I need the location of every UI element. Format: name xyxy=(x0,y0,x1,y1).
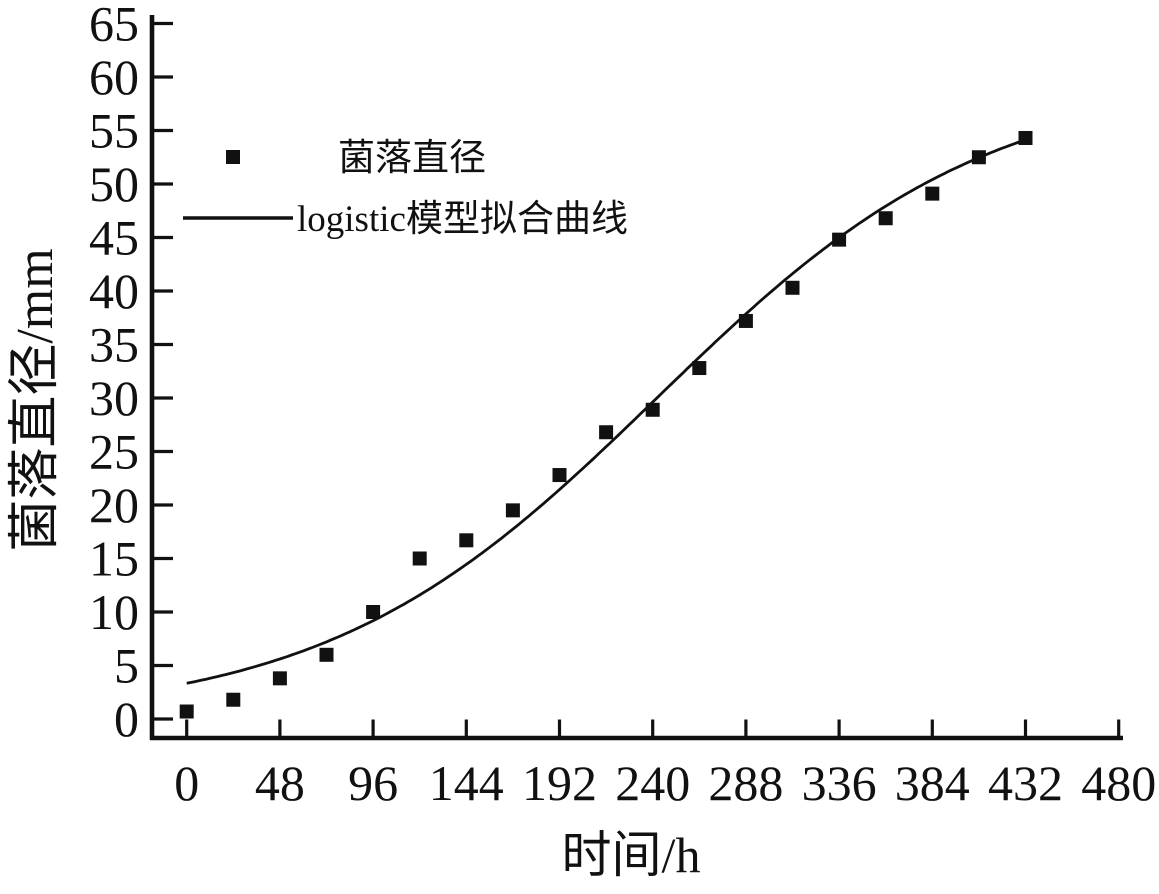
data-point xyxy=(366,605,381,619)
x-tick-label: 336 xyxy=(802,755,877,811)
y-tick-label: 0 xyxy=(114,691,139,747)
data-point xyxy=(645,402,660,417)
legend-item-fit: logistic模型拟合曲线 xyxy=(183,198,628,240)
legend-item-diameter: 菌落直径 xyxy=(226,137,486,179)
legend-square-marker-icon xyxy=(226,150,240,164)
x-tick-label: 240 xyxy=(615,755,690,811)
y-tick-label: 35 xyxy=(89,317,139,373)
y-tick-label: 15 xyxy=(89,531,139,587)
x-axis-ticks: 0 48 96 144 192 240 288 336 384 432 480 xyxy=(174,719,1156,811)
x-tick-label: 0 xyxy=(174,755,199,811)
x-tick-label: 288 xyxy=(708,755,783,811)
y-tick-label: 50 xyxy=(89,156,139,212)
y-tick-label: 60 xyxy=(89,49,139,105)
y-tick-label: 10 xyxy=(89,584,139,640)
y-tick-label: 25 xyxy=(89,424,139,480)
data-point xyxy=(1018,130,1033,145)
data-point xyxy=(599,425,614,440)
x-tick-label: 480 xyxy=(1081,755,1156,811)
data-point xyxy=(878,211,893,226)
data-point xyxy=(319,647,334,662)
data-point xyxy=(552,468,567,483)
fit-curve-line xyxy=(186,137,1030,685)
data-point xyxy=(505,503,520,518)
y-tick-label: 65 xyxy=(89,0,139,52)
data-point xyxy=(832,232,847,247)
y-tick-label: 5 xyxy=(114,638,139,694)
x-tick-label: 192 xyxy=(522,755,597,811)
scatter-points xyxy=(179,130,1033,719)
data-point xyxy=(179,704,194,719)
legend-label-diameter: 菌落直径 xyxy=(338,137,486,179)
x-tick-label: 432 xyxy=(988,755,1063,811)
y-tick-label: 55 xyxy=(89,103,139,159)
legend-label-fit: logistic模型拟合曲线 xyxy=(297,198,628,240)
data-point xyxy=(226,692,241,707)
data-point xyxy=(692,361,707,376)
data-point xyxy=(459,533,474,548)
data-point xyxy=(738,313,753,328)
x-tick-label: 48 xyxy=(255,755,305,811)
y-tick-label: 40 xyxy=(89,263,139,319)
legend: 菌落直径 logistic模型拟合曲线 xyxy=(183,137,628,240)
y-tick-label: 45 xyxy=(89,210,139,266)
data-point xyxy=(785,280,800,295)
fit-curve xyxy=(186,137,1030,685)
y-tick-label: 20 xyxy=(89,477,139,533)
data-point xyxy=(925,186,940,201)
x-tick-label: 144 xyxy=(429,755,504,811)
y-axis-title: 菌落直径/mm xyxy=(7,248,64,551)
x-tick-label: 96 xyxy=(348,755,398,811)
x-axis-title: 时间/h xyxy=(562,827,701,883)
y-tick-label: 30 xyxy=(89,370,139,426)
data-point xyxy=(412,551,427,566)
data-point xyxy=(272,671,287,686)
x-tick-label: 384 xyxy=(895,755,970,811)
data-point xyxy=(971,150,986,165)
